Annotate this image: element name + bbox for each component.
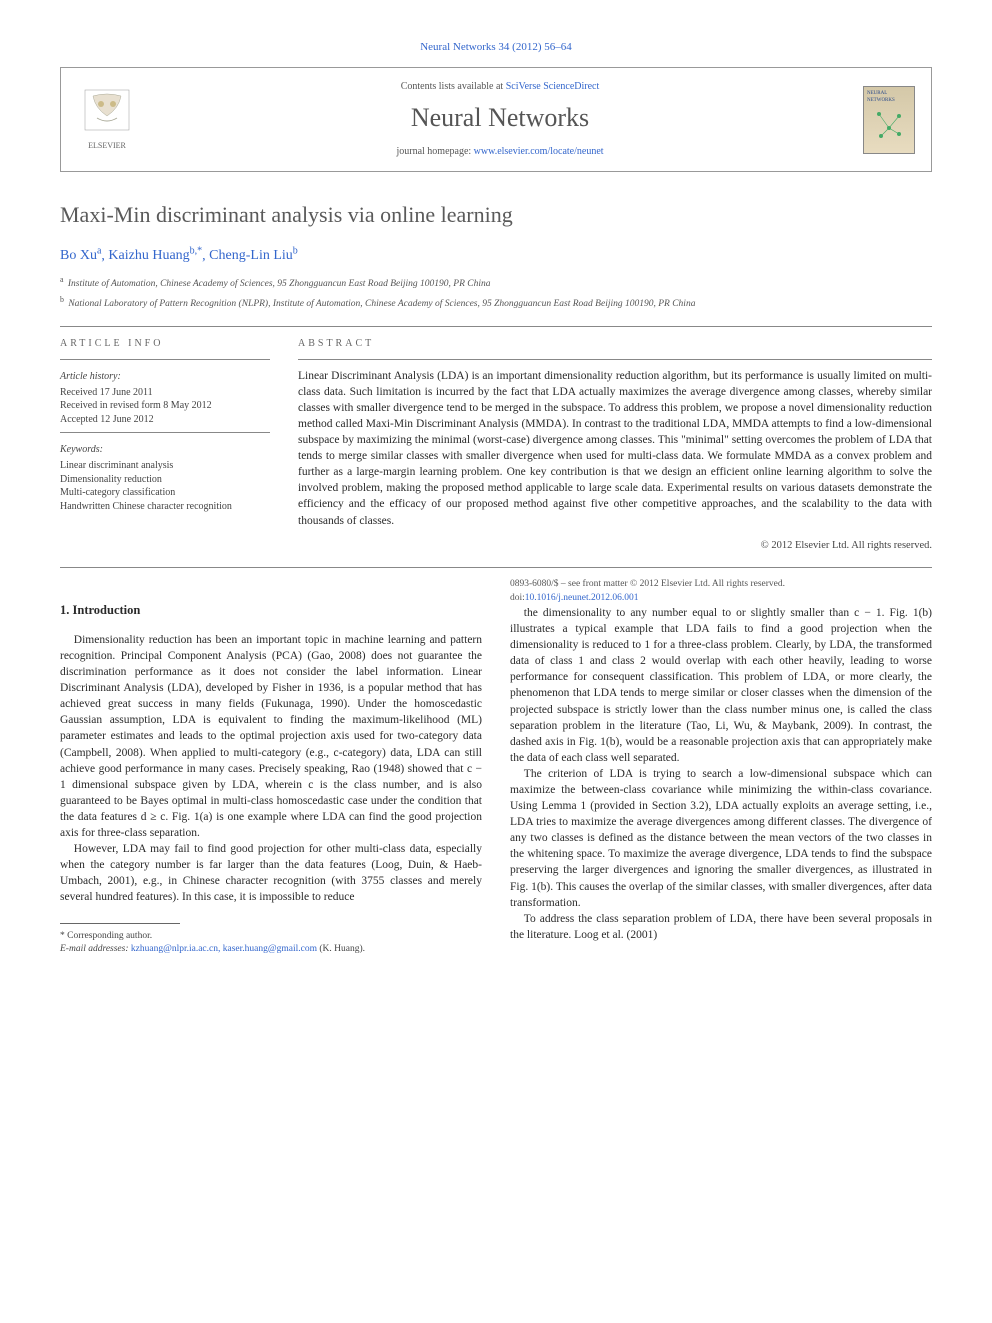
footer-doi: doi:10.1016/j.neunet.2012.06.001 (510, 592, 785, 605)
email-link[interactable]: kzhuang@nlpr.ia.ac.cn, kaser.huang@gmail… (131, 944, 317, 954)
history-label: Article history: (60, 370, 270, 384)
article-info-heading: ARTICLE INFO (60, 337, 270, 351)
footer-row: 0893-6080/$ – see front matter © 2012 El… (510, 578, 932, 605)
journal-center: Contents lists available at SciVerse Sci… (153, 80, 847, 158)
section-1-heading: 1. Introduction (60, 602, 482, 620)
body-p3: the dimensionality to any number equal t… (510, 605, 932, 766)
history-received: Received 17 June 2011 (60, 386, 270, 400)
journal-header-box: ELSEVIER Contents lists available at Sci… (60, 67, 932, 171)
sciencedirect-link[interactable]: SciVerse ScienceDirect (506, 81, 600, 92)
body-p1: Dimensionality reduction has been an imp… (60, 632, 482, 841)
doi-link[interactable]: 10.1016/j.neunet.2012.06.001 (525, 593, 639, 603)
info-divider-1 (60, 359, 270, 360)
body-columns: 1. Introduction Dimensionality reduction… (60, 578, 932, 956)
affiliation-b: b National Laboratory of Pattern Recogni… (60, 294, 932, 311)
info-abstract-row: ARTICLE INFO Article history: Received 1… (60, 337, 932, 554)
article-title: Maxi-Min discriminant analysis via onlin… (60, 200, 932, 231)
email-line: E-mail addresses: kzhuang@nlpr.ia.ac.cn,… (60, 943, 482, 956)
header-citation: Neural Networks 34 (2012) 56–64 (60, 40, 932, 55)
keywords-label: Keywords: (60, 443, 270, 457)
abstract-text: Linear Discriminant Analysis (LDA) is an… (298, 368, 932, 529)
body-p5: To address the class separation problem … (510, 911, 932, 943)
keyword-3: Multi-category classification (60, 486, 270, 500)
history-revised: Received in revised form 8 May 2012 (60, 399, 270, 413)
keyword-1: Linear discriminant analysis (60, 459, 270, 473)
corresponding-author: * Corresponding author. (60, 930, 482, 943)
homepage-link[interactable]: www.elsevier.com/locate/neunet (474, 146, 604, 157)
divider-bottom (60, 567, 932, 568)
author-3[interactable]: Cheng-Lin Liub (209, 248, 298, 263)
info-divider-2 (60, 432, 270, 433)
divider-top (60, 326, 932, 327)
footnote-separator (60, 923, 180, 924)
authors-line: Bo Xua, Kaizhu Huangb,*, Cheng-Lin Liub (60, 245, 932, 266)
contents-line: Contents lists available at SciVerse Sci… (153, 80, 847, 94)
abstract-copyright: © 2012 Elsevier Ltd. All rights reserved… (298, 539, 932, 554)
cover-label: NEURAL NETWORKS (867, 90, 911, 104)
homepage-line: journal homepage: www.elsevier.com/locat… (153, 145, 847, 159)
article-info-col: ARTICLE INFO Article history: Received 1… (60, 337, 270, 554)
footnotes: * Corresponding author. E-mail addresses… (60, 930, 482, 956)
contents-prefix: Contents lists available at (401, 81, 506, 92)
author-1[interactable]: Bo Xua (60, 248, 101, 263)
affiliation-a: a Institute of Automation, Chinese Acade… (60, 274, 932, 291)
abstract-divider (298, 359, 932, 360)
keyword-2: Dimensionality reduction (60, 473, 270, 487)
history-accepted: Accepted 12 June 2012 (60, 413, 270, 427)
body-p2: However, LDA may fail to find good proje… (60, 841, 482, 905)
abstract-col: ABSTRACT Linear Discriminant Analysis (L… (298, 337, 932, 554)
body-p4: The criterion of LDA is trying to search… (510, 766, 932, 911)
journal-cover-thumbnail: NEURAL NETWORKS (863, 86, 915, 154)
abstract-heading: ABSTRACT (298, 337, 932, 351)
journal-name: Neural Networks (153, 100, 847, 136)
elsevier-logo: ELSEVIER (77, 85, 137, 155)
keyword-4: Handwritten Chinese character recognitio… (60, 500, 270, 514)
homepage-prefix: journal homepage: (396, 146, 473, 157)
footer-copyright: 0893-6080/$ – see front matter © 2012 El… (510, 578, 785, 591)
footer-left: 0893-6080/$ – see front matter © 2012 El… (510, 578, 785, 605)
elsevier-label: ELSEVIER (88, 140, 126, 151)
author-2[interactable]: Kaizhu Huangb,* (108, 248, 202, 263)
